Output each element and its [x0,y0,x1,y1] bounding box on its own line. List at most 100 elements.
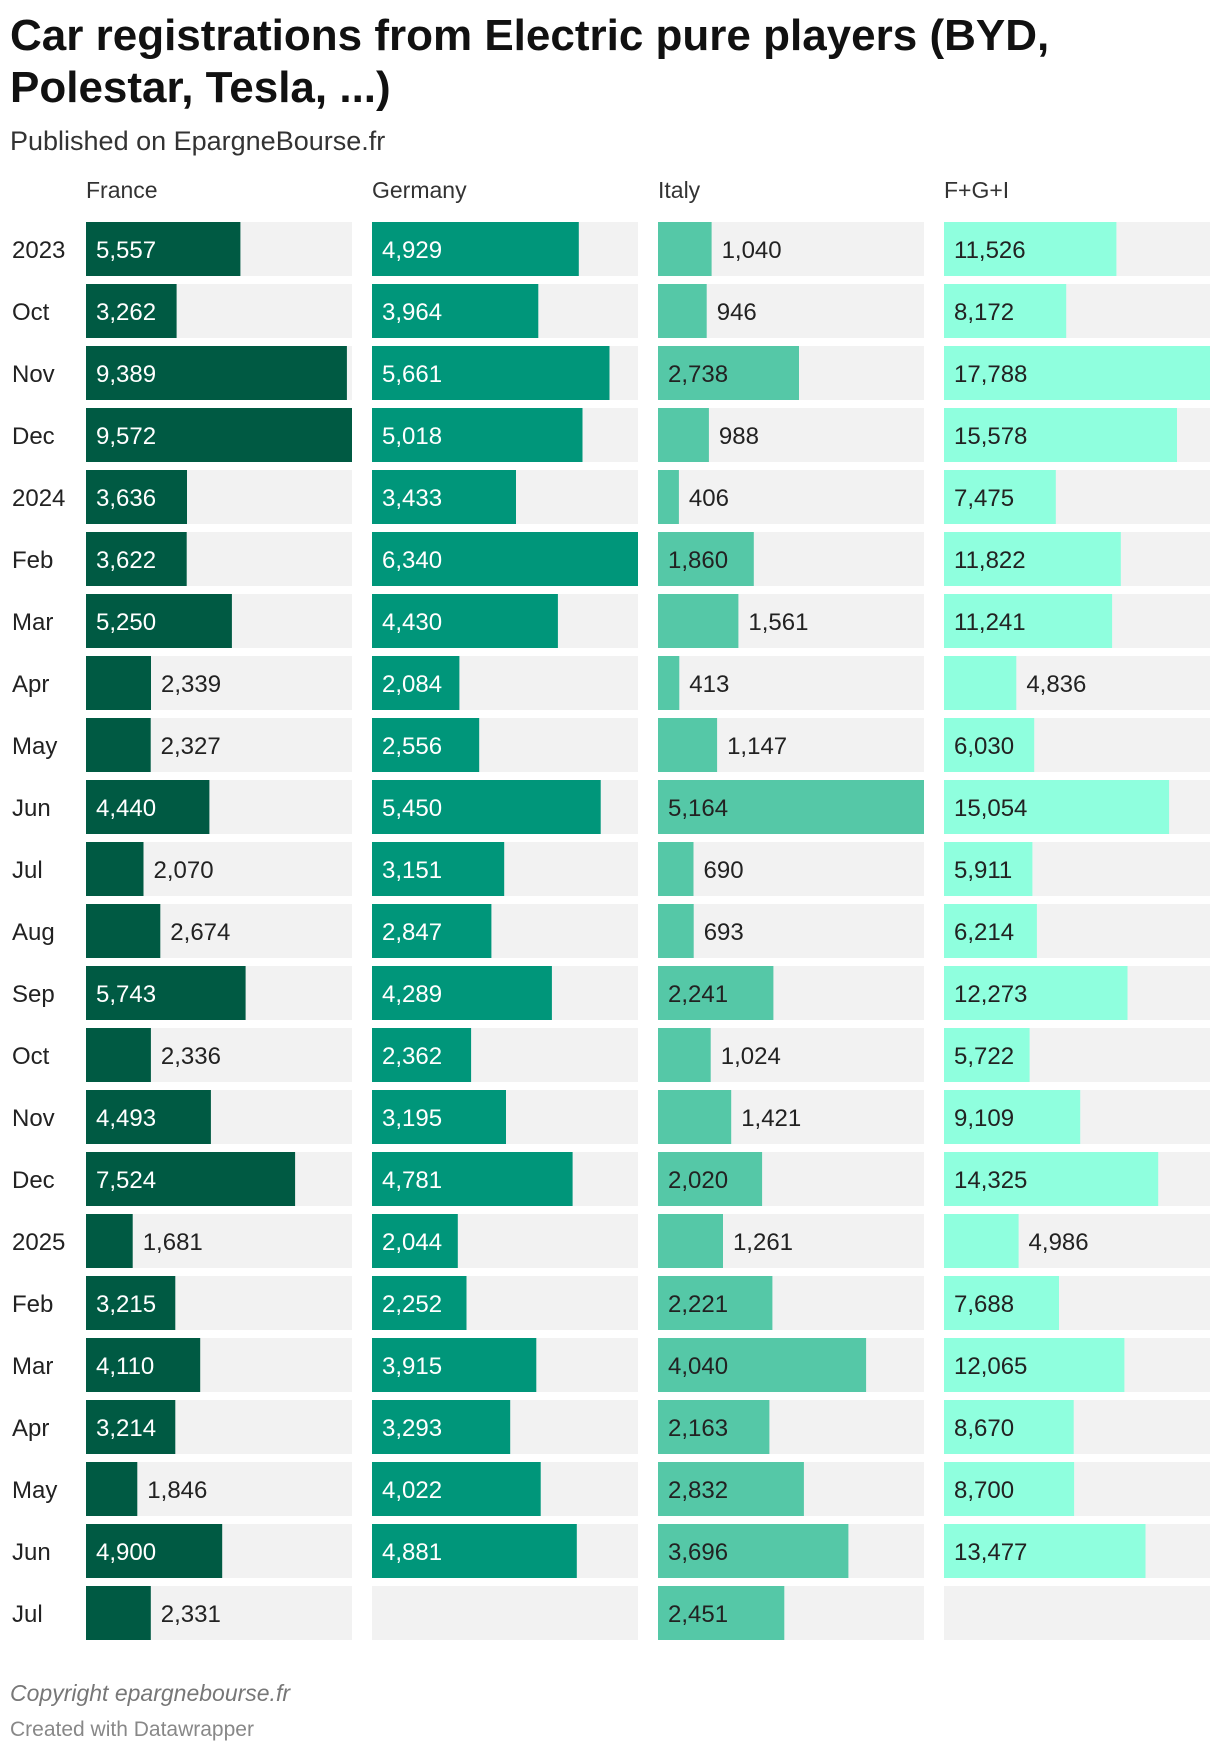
bar [944,346,1210,400]
bar [372,1090,506,1144]
bar [86,1090,211,1144]
value-label: 1,261 [733,1229,793,1256]
category-label: Nov [12,361,55,388]
bar-background [658,842,924,896]
chart-notes: Copyright epargnebourse.fr [10,1680,290,1706]
bar [372,780,601,834]
bar [658,1400,770,1454]
value-label: 1,681 [143,1229,203,1256]
value-label: 3,915 [382,1353,442,1380]
bar [944,1090,1081,1144]
value-label: 6,214 [954,919,1014,946]
category-label: Jul [12,857,43,884]
bar [944,842,1033,896]
bar [658,1276,773,1330]
value-label: 4,929 [382,237,442,264]
value-label: 2,163 [668,1415,728,1442]
category-label: Apr [12,1415,49,1442]
value-label: 2,339 [161,671,221,698]
value-label: 7,688 [954,1291,1014,1318]
category-label: May [12,733,57,760]
category-label: Jun [12,1539,51,1566]
column-header: Italy [658,177,701,203]
value-label: 3,195 [382,1105,442,1132]
category-label: Apr [12,671,49,698]
value-label: 4,881 [382,1539,442,1566]
bar-background [658,904,924,958]
chart-byline: Created with Datawrapper [10,1718,254,1741]
bar [372,718,480,772]
value-label: 2,847 [382,919,442,946]
value-label: 2,362 [382,1043,442,1070]
bar [658,408,709,462]
bar [86,842,144,896]
value-label: 3,293 [382,1415,442,1442]
value-label: 12,273 [954,981,1027,1008]
bar [658,966,774,1020]
bar [372,408,583,462]
bar [372,1462,541,1516]
value-label: 8,700 [954,1477,1014,1504]
value-label: 5,661 [382,361,442,388]
bar [372,904,492,958]
bar [658,1214,723,1268]
value-label: 4,430 [382,609,442,636]
value-label: 2,327 [161,733,221,760]
value-label: 6,340 [382,547,442,574]
bar [944,222,1117,276]
bar [86,1214,133,1268]
bar [944,1400,1074,1454]
bar [658,470,679,524]
value-label: 11,822 [954,547,1026,574]
bar [944,966,1128,1020]
value-label: 12,065 [954,1353,1027,1380]
bar [86,1524,223,1578]
value-label: 11,241 [954,609,1026,636]
bar [86,1400,176,1454]
value-label: 9,389 [96,361,156,388]
value-label: 406 [689,485,729,512]
category-label: 2024 [12,485,65,512]
value-label: 3,215 [96,1291,156,1318]
value-label: 946 [717,299,757,326]
bar-background [944,1586,1210,1640]
bar [944,408,1177,462]
bar [658,1524,849,1578]
bar [86,470,187,524]
chart-subtitle: Published on EpargneBourse.fr [10,126,386,156]
value-label: 4,440 [96,795,156,822]
category-label: 2025 [12,1229,65,1256]
bar [658,1152,763,1206]
value-label: 3,696 [668,1539,728,1566]
bar [86,222,241,276]
chart-title: Car registrations from Electric pure pla… [10,11,1050,112]
value-label: 6,030 [954,733,1014,760]
value-label: 3,433 [382,485,442,512]
value-label: 9,109 [954,1105,1014,1132]
bar [86,1586,151,1640]
bar [372,346,610,400]
value-label: 1,561 [748,609,808,636]
value-label: 1,024 [721,1043,781,1070]
value-label: 3,964 [382,299,442,326]
bar [86,966,246,1020]
value-label: 3,151 [382,857,442,884]
bar [86,904,161,958]
value-label: 13,477 [954,1539,1027,1566]
value-label: 2,084 [382,671,442,698]
bar [86,1462,138,1516]
value-label: 1,040 [722,237,782,264]
value-label: 7,475 [954,485,1014,512]
bar-background [658,470,924,524]
bar [372,656,460,710]
bar [658,842,694,896]
value-label: 5,018 [382,423,442,450]
value-label: 4,040 [668,1353,728,1380]
value-label: 4,836 [1026,671,1086,698]
value-label: 2,331 [161,1601,221,1628]
bar [944,656,1017,710]
value-label: 8,172 [954,299,1014,326]
bar [372,1028,472,1082]
bar [86,718,151,772]
bar [944,470,1056,524]
